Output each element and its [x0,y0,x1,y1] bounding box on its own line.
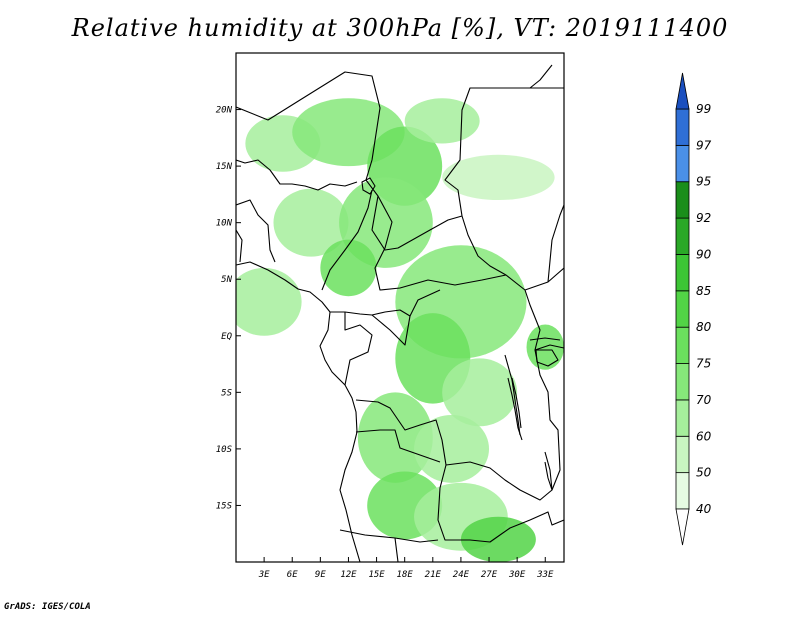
lon-tick-label: 12E [340,570,357,580]
country-borders [236,64,564,562]
colorbar-segment [675,181,690,219]
colorbar-segment [675,363,690,401]
coastline-west-africa [236,159,361,562]
map-title: Relative humidity at 300hPa [%], VT: 201… [71,14,729,42]
colorbar-label: 97 [696,138,712,152]
map-area [235,52,565,563]
humidity-blob [320,239,377,297]
lake-tanganyika [507,377,523,441]
colorbar-label: 95 [696,175,711,189]
map-frame [235,52,565,563]
colorbar-segment [675,254,690,292]
humidity-blob [460,516,536,562]
colorbar-segment [675,399,690,437]
lon-tick-label: 18E [397,570,414,580]
lat-tick-label: 10S [216,445,233,455]
colorbar-segment [675,144,690,183]
lake-malawi [544,451,553,491]
colorbar-segment [675,217,690,255]
border-sudan-east [461,204,564,291]
lon-tick-label: 21E [425,570,442,580]
colorbar-segment [675,108,690,146]
lon-tick-label: 15E [368,570,385,580]
lon-tick-label: 6E [287,570,298,580]
humidity-blob [357,392,433,483]
border-car [374,195,507,291]
lat-tick-label: 15N [216,162,233,172]
grads-credit: GrADS: IGES/COLA [4,602,91,612]
border-congo [344,289,441,386]
humidity-blob [236,267,302,336]
lon-tick-label: 33E [536,570,554,580]
colorbar-label: 80 [696,320,712,334]
colorbar-label: 92 [696,211,711,225]
colorbar-label: 50 [696,466,712,480]
lon-tick-label: 3E [258,570,270,580]
lake-chad [361,177,376,195]
lat-tick-label: 5S [221,388,232,398]
border-namibia [339,529,439,562]
colorbar-segment [675,435,690,474]
colorbar-segment [675,472,690,510]
lon-tick-label: 24E [453,570,470,580]
colorbar-label: 60 [696,429,712,443]
colorbar-label: 99 [696,102,711,116]
colorbar-label: 90 [696,247,712,261]
colorbar-upper-arrow [675,72,690,110]
lon-tick-label: 27E [481,570,498,580]
border-west-small [236,199,276,263]
humidity-blob [404,98,480,144]
colorbar-label: 75 [696,357,711,371]
colorbar-lower-arrow [675,508,690,546]
humidity-blob [414,414,490,483]
colorbar-segment [675,326,690,364]
border-east-lakes [504,337,564,436]
map-axes: 20N 15N 10N 5N EQ 5S 10S 15S 3E 6E 9E 12E 15E 18E 21E 2… [216,106,554,580]
lon-tick-label: 9E [315,570,326,580]
colorbar-label: 85 [696,284,711,298]
border-drc-south [355,289,561,501]
lake-victoria [535,349,559,367]
border-angola-zambia [355,429,564,543]
humidity-blob [273,188,349,257]
lat-tick-label: 5N [221,275,232,285]
border-niger-chad [236,71,564,251]
lat-tick-label: 20N [216,106,233,116]
lon-tick-label: 30E [508,570,526,580]
humidity-blob [442,154,555,201]
lat-tick-label: 10N [216,219,233,229]
colorbar-label: 40 [696,502,712,516]
lat-tick-label: 15S [216,501,233,511]
colorbar-segment [675,290,690,328]
lat-tick-label: EQ [221,332,232,342]
colorbar: 40 50 60 70 75 80 85 90 92 95 97 99 [675,72,712,546]
red-sea-coast [529,64,553,89]
colorbar-label: 70 [696,393,712,407]
humidity-blob [442,358,518,427]
